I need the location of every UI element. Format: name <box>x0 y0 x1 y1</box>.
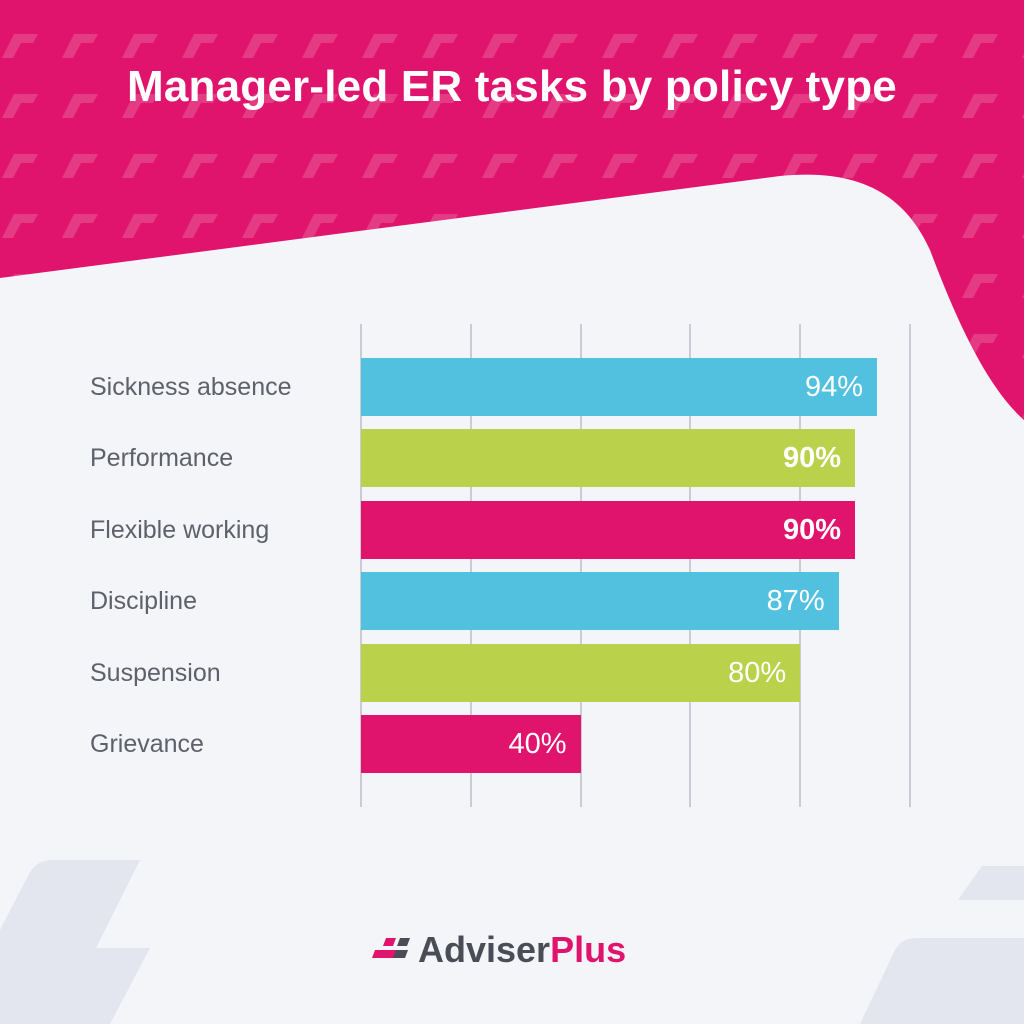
bar: 80% <box>361 643 801 702</box>
bar-value-label: 94% <box>805 371 864 403</box>
category-label: Suspension <box>90 658 221 687</box>
bar-value-label: 80% <box>728 656 787 689</box>
category-label: Performance <box>90 444 234 473</box>
brand-mark-icon <box>372 938 410 958</box>
bar: 90% <box>361 429 856 488</box>
gridline <box>689 324 692 807</box>
gridline <box>909 324 911 807</box>
gridline <box>469 324 472 807</box>
bar-value-label: 90% <box>783 442 842 475</box>
chart-title: Manager-led ER tasks by policy type <box>127 62 897 111</box>
category-label: Flexible working <box>90 515 270 544</box>
bar-value-label: 87% <box>766 585 825 618</box>
category-label: Grievance <box>90 730 204 758</box>
bar: 87% <box>361 572 839 631</box>
gridline <box>360 324 362 807</box>
bar: 94% <box>361 358 878 416</box>
brand-logo: Adviser Plus <box>372 928 626 972</box>
decor-shape-right <box>860 938 1024 1024</box>
category-label: Sickness absence <box>90 373 292 401</box>
gridline <box>799 324 802 807</box>
gridline <box>579 324 582 807</box>
bar: 90% <box>361 500 856 559</box>
decor-shape-left <box>0 860 150 1024</box>
category-label: Discipline <box>90 587 197 616</box>
bar: 40% <box>361 715 581 773</box>
bar-value-label: 40% <box>508 728 567 760</box>
logo-text-adviser: Adviser <box>418 929 551 970</box>
logo-text-plus: Plus <box>550 929 627 970</box>
bar-value-label: 90% <box>783 513 842 546</box>
